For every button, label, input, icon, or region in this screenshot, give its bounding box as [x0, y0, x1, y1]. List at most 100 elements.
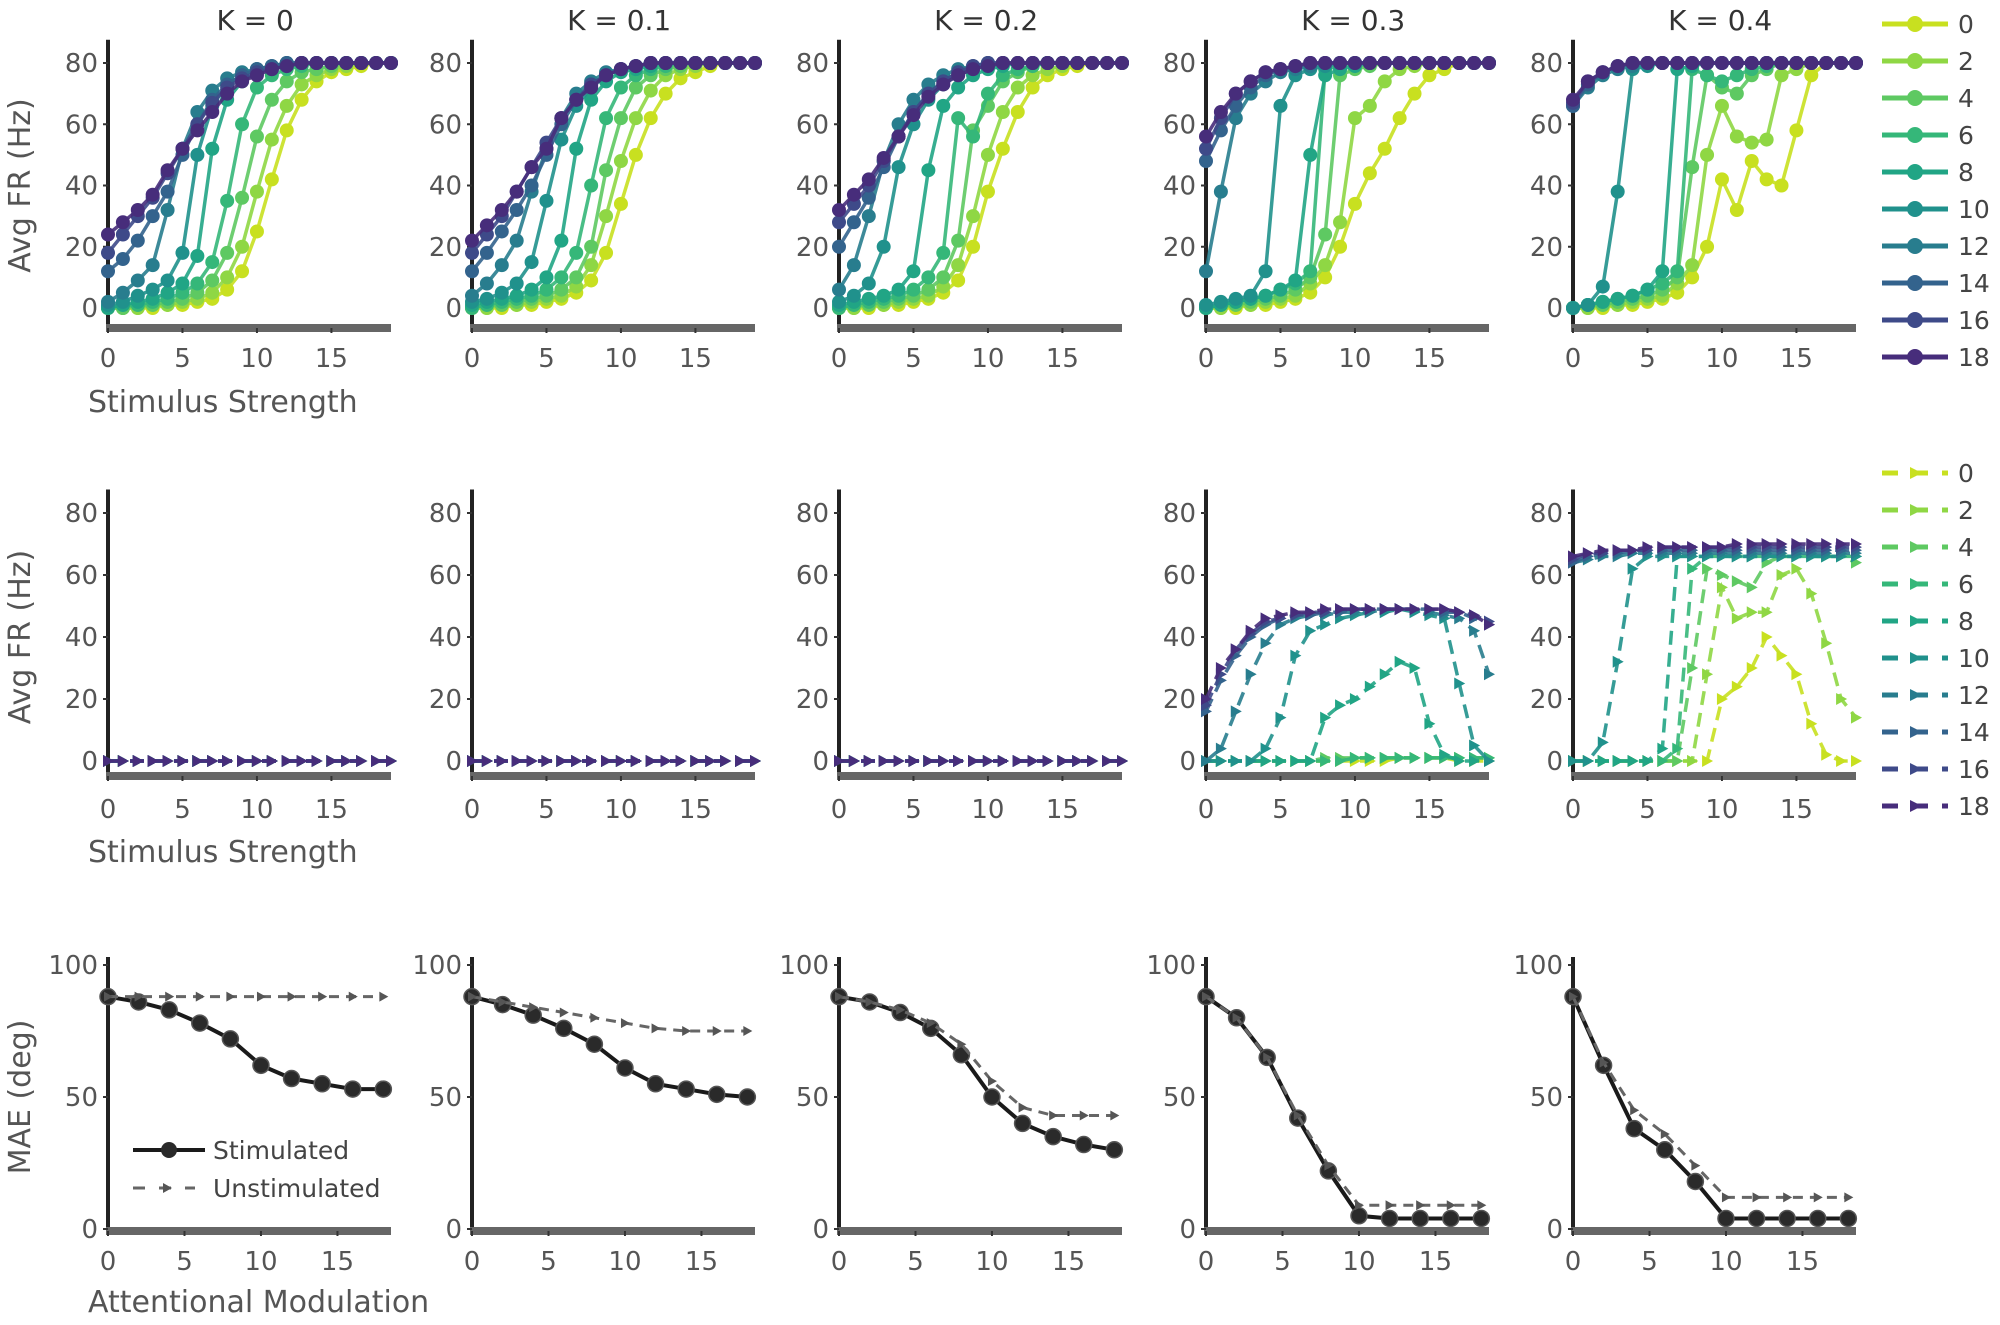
y-tick-label: 0 — [81, 294, 98, 324]
data-point — [1472, 1209, 1491, 1228]
data-point — [1744, 154, 1759, 168]
legend-marker — [1907, 349, 1923, 365]
data-point — [1714, 56, 1729, 70]
data-point — [1469, 739, 1481, 752]
data-point — [1347, 196, 1362, 211]
x-tick-label: 10 — [1342, 1247, 1375, 1277]
y-tick-label: 0 — [445, 294, 462, 324]
data-point — [339, 56, 354, 70]
data-point — [1752, 1192, 1762, 1203]
data-point — [1656, 1141, 1674, 1159]
subplot-unstimulated-firing-rate-4: 0 20 40 60 80 0 5 10 15 — [1530, 489, 1862, 825]
data-point — [1851, 755, 1862, 767]
data-point — [220, 270, 235, 285]
y-axis-label: Avg FR (Hz) — [3, 550, 38, 724]
data-point — [936, 98, 951, 113]
data-point — [1612, 755, 1624, 767]
data-point — [205, 255, 220, 270]
legend-label: 18 — [1958, 792, 1990, 821]
x-tick-label: 15 — [685, 1247, 718, 1277]
data-point — [1717, 1209, 1735, 1228]
subplot-unstimulated-firing-rate-1: 0 20 40 60 80 0 5 10 15 — [429, 489, 761, 825]
data-point — [673, 56, 688, 70]
data-point — [966, 62, 981, 77]
data-point — [1469, 755, 1481, 767]
data-point — [249, 80, 264, 95]
data-point — [205, 273, 220, 288]
data-point — [1482, 56, 1496, 70]
data-point — [1670, 56, 1685, 70]
panel-title: K = 0.4 — [1668, 4, 1772, 37]
y-tick-label: 20 — [1163, 685, 1196, 715]
data-point — [584, 92, 599, 107]
y-tick-label: 0 — [445, 1215, 462, 1245]
data-point — [1776, 569, 1788, 581]
data-point — [1844, 1192, 1854, 1203]
data-point — [1452, 56, 1467, 70]
data-point — [1776, 538, 1788, 550]
data-point — [494, 224, 509, 239]
data-point — [494, 258, 509, 273]
data-point — [1612, 655, 1624, 668]
data-point — [720, 755, 732, 767]
data-point — [494, 203, 509, 217]
data-point — [264, 62, 279, 77]
data-point — [1821, 538, 1833, 550]
y-tick-label: 20 — [1530, 233, 1563, 263]
data-point — [101, 227, 115, 242]
legend-marker — [1910, 467, 1922, 479]
data-point — [115, 227, 130, 242]
data-point — [1568, 755, 1579, 767]
data-point — [251, 755, 263, 767]
data-point — [1467, 56, 1482, 70]
data-point — [1700, 68, 1715, 83]
data-point — [1851, 711, 1862, 724]
data-point — [703, 56, 718, 70]
data-point — [1424, 717, 1436, 730]
data-point — [1657, 541, 1669, 554]
y-tick-label: 0 — [1179, 294, 1196, 324]
data-point — [1791, 668, 1803, 681]
data-point — [1687, 755, 1699, 767]
data-point — [893, 755, 905, 767]
data-point — [1394, 603, 1406, 616]
data-point — [1411, 1209, 1429, 1228]
data-point — [643, 111, 658, 126]
data-point — [1213, 184, 1228, 199]
data-point — [235, 74, 250, 89]
data-point — [1744, 56, 1759, 70]
data-point — [134, 991, 144, 1002]
data-point — [524, 178, 539, 193]
legend-label: 0 — [1958, 10, 1974, 39]
data-point — [584, 178, 599, 193]
subplot-stimulated-firing-rate-1: K = 0.1 0 20 40 60 80 0 5 10 15 — [429, 4, 762, 374]
data-point — [1716, 693, 1728, 705]
legend-marker — [1910, 504, 1922, 516]
y-tick-label: 80 — [1530, 49, 1563, 79]
data-point — [620, 1018, 630, 1029]
data-point — [1213, 105, 1228, 119]
x-tick-label: 0 — [100, 795, 117, 825]
legend-label: 8 — [1958, 607, 1974, 636]
data-point — [1454, 755, 1466, 767]
series-line-16 — [837, 61, 1122, 224]
x-tick-label: 0 — [831, 795, 848, 825]
data-point — [677, 1080, 695, 1098]
data-point — [539, 270, 554, 285]
data-point — [586, 755, 598, 767]
data-point — [712, 1026, 722, 1036]
data-point — [569, 141, 584, 156]
data-point — [1568, 550, 1579, 563]
data-point — [205, 105, 220, 119]
x-tick-label: 5 — [174, 344, 191, 374]
data-point — [1714, 74, 1729, 89]
data-point — [279, 98, 294, 113]
data-point — [465, 288, 479, 303]
x-tick-label: 5 — [1272, 344, 1289, 374]
y-tick-label: 40 — [65, 172, 98, 202]
data-point — [1055, 56, 1070, 70]
data-point — [235, 190, 250, 205]
data-point — [205, 141, 220, 156]
data-point — [220, 193, 235, 208]
data-point — [1672, 742, 1684, 755]
